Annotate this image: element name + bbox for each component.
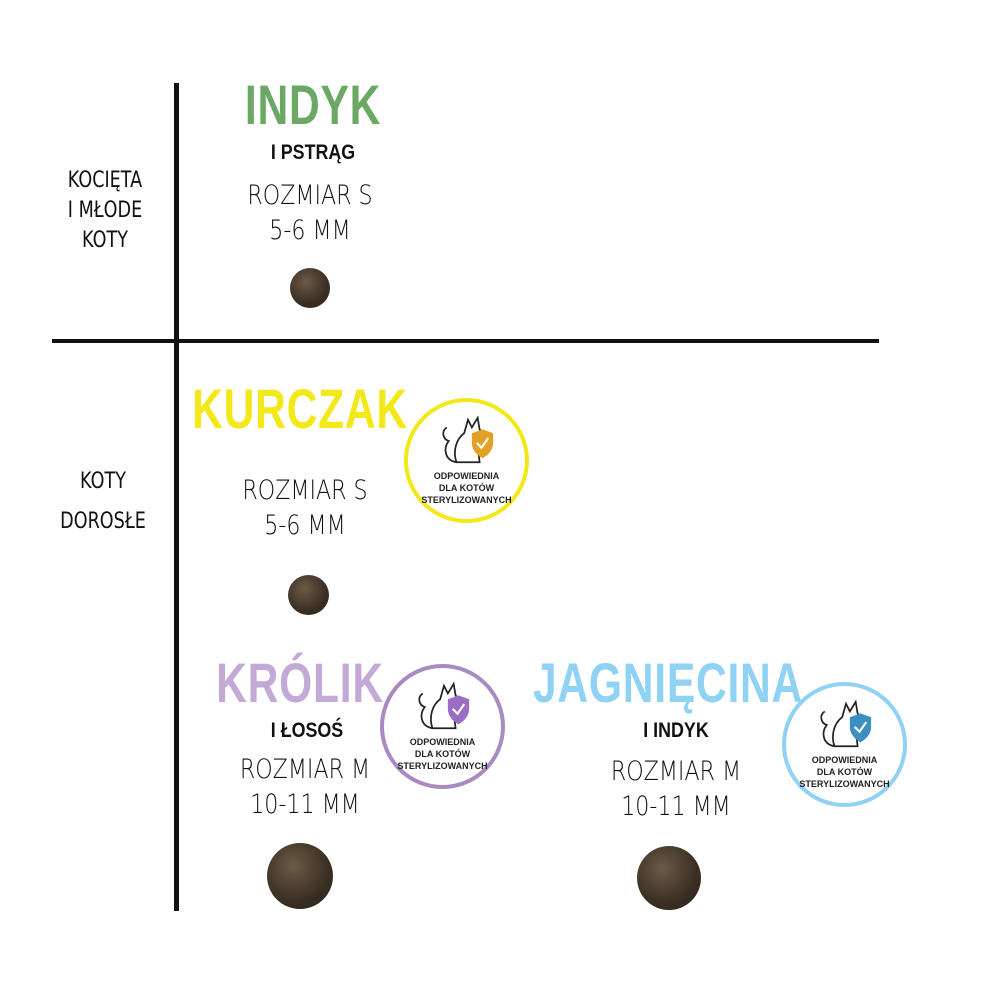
size-mm: 10-11 MM bbox=[250, 789, 360, 820]
row-label-adults: KOTY DOROSŁE bbox=[60, 462, 146, 542]
kibble-image-small bbox=[288, 575, 329, 615]
size-label: ROZMIAR M bbox=[610, 756, 742, 787]
badge-line: STERYLIZOWANYCH bbox=[421, 495, 512, 505]
product-name-indyk: INDYK bbox=[244, 73, 382, 136]
badge-text: ODPOWIEDNIA DLA KOTÓW STERYLIZOWANYCH bbox=[786, 754, 903, 790]
label-line: KOTY bbox=[82, 228, 128, 253]
badge-line: DLA KOTÓW bbox=[414, 749, 471, 759]
product-sub: I ŁOSOŚ bbox=[270, 719, 344, 742]
product-name-jagniecina: JAGNIĘCINA bbox=[532, 651, 804, 714]
horizontal-divider bbox=[52, 339, 879, 343]
product-name-krolik: KRÓLIK bbox=[216, 651, 384, 714]
badge-line: ODPOWIEDNIA bbox=[409, 737, 476, 747]
sterilized-badge-krolik: ODPOWIEDNIA DLA KOTÓW STERYLIZOWANYCH bbox=[380, 664, 505, 789]
size-label: ROZMIAR M bbox=[239, 754, 371, 785]
sterilized-badge-kurczak: ODPOWIEDNIA DLA KOTÓW STERYLIZOWANYCH bbox=[404, 398, 529, 523]
label-line: KOCIĘTA bbox=[67, 168, 143, 193]
cat-shield-check-icon bbox=[820, 699, 872, 748]
label-line: I MŁODE bbox=[67, 198, 143, 223]
kibble-image-small bbox=[290, 268, 330, 308]
label-line: DOROSŁE bbox=[60, 509, 146, 534]
badge-line: DLA KOTÓW bbox=[816, 767, 873, 777]
badge-line: ODPOWIEDNIA bbox=[433, 471, 500, 481]
product-size: ROZMIAR S 5-6 MM bbox=[242, 473, 367, 543]
product-sub: I INDYK bbox=[643, 719, 709, 742]
badge-line: STERYLIZOWANYCH bbox=[397, 761, 488, 771]
size-mm: 5-6 MM bbox=[264, 510, 346, 541]
kibble-image-medium bbox=[267, 843, 333, 909]
kibble-image-medium bbox=[637, 846, 701, 910]
badge-text: ODPOWIEDNIA DLA KOTÓW STERYLIZOWANYCH bbox=[384, 736, 501, 772]
sterilized-badge-jagniecina: ODPOWIEDNIA DLA KOTÓW STERYLIZOWANYCH bbox=[782, 682, 907, 807]
badge-line: ODPOWIEDNIA bbox=[811, 755, 878, 765]
badge-line: STERYLIZOWANYCH bbox=[799, 779, 890, 789]
row-label-kittens: KOCIĘTA I MŁODE KOTY bbox=[68, 166, 142, 256]
badge-text: ODPOWIEDNIA DLA KOTÓW STERYLIZOWANYCH bbox=[408, 470, 525, 506]
cat-shield-check-icon bbox=[442, 415, 494, 464]
badge-line: DLA KOTÓW bbox=[438, 483, 495, 493]
size-mm: 10-11 MM bbox=[621, 791, 731, 822]
cat-shield-check-icon bbox=[418, 681, 470, 730]
product-sub: I PSTRĄG bbox=[270, 141, 356, 164]
product-size: ROZMIAR S 5-6 MM bbox=[247, 178, 372, 248]
size-label: ROZMIAR S bbox=[242, 475, 368, 506]
product-size: ROZMIAR M 10-11 MM bbox=[611, 754, 741, 824]
size-label: ROZMIAR S bbox=[247, 180, 373, 211]
vertical-divider bbox=[174, 83, 179, 911]
label-line: KOTY bbox=[80, 469, 126, 494]
size-mm: 5-6 MM bbox=[269, 215, 351, 246]
product-size: ROZMIAR M 10-11 MM bbox=[240, 752, 370, 822]
product-name-kurczak: KURCZAK bbox=[192, 377, 408, 440]
